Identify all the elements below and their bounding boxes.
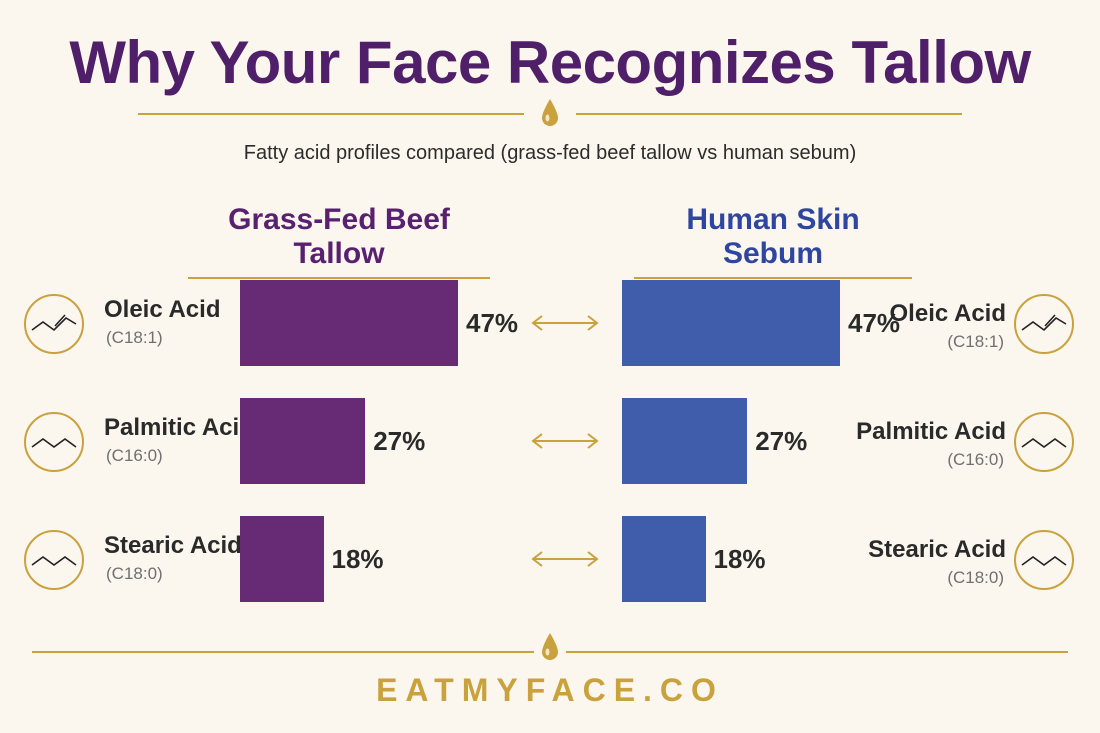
chart-subtitle: Fatty acid profiles compared (grass-fed … — [243, 142, 857, 164]
tallow-double-bond-chain-icon — [24, 294, 84, 354]
sebum-acid-name: Palmitic Acid — [856, 418, 1006, 445]
sebum-zigzag-chain-icon — [1014, 412, 1074, 472]
sebum-bar — [622, 280, 840, 366]
title-divider-right — [576, 113, 962, 115]
sebum-zigzag-chain-icon — [1014, 530, 1074, 590]
double-arrow-icon — [528, 430, 602, 452]
tallow-column-heading: Grass-Fed Beef Tallow — [188, 203, 490, 279]
sebum-double-bond-chain-icon — [1014, 294, 1074, 354]
sebum-bar — [622, 516, 706, 602]
sebum-acid-formula: (C18:1) — [947, 332, 1004, 351]
title-divider-left — [138, 113, 524, 115]
sebum-value-label: 47% — [848, 308, 901, 338]
brand-footer: EATMYFACE.CO — [376, 672, 724, 708]
double-arrow-icon — [528, 548, 602, 570]
footer-divider-left — [32, 651, 534, 653]
tallow-zigzag-chain-icon — [24, 530, 84, 590]
tallow-acid-formula: (C18:1) — [106, 328, 163, 347]
footer-divider-right — [566, 651, 1068, 653]
tallow-acid-name: Oleic Acid — [104, 296, 221, 323]
tallow-acid-formula: (C16:0) — [106, 446, 163, 465]
sebum-bar — [622, 398, 748, 484]
tallow-value-label: 47% — [466, 308, 519, 338]
tallow-value-label: 27% — [373, 426, 426, 456]
sebum-acid-formula: (C16:0) — [947, 450, 1004, 469]
tallow-value-label: 18% — [331, 544, 384, 574]
sebum-acid-name: Oleic Acid — [889, 300, 1006, 327]
tallow-zigzag-chain-icon — [24, 412, 84, 472]
tallow-acid-name: Stearic Acid — [104, 532, 242, 559]
tallow-bar — [240, 398, 366, 484]
tallow-bar — [240, 516, 324, 602]
droplet-icon — [542, 633, 558, 660]
sebum-value-label: 27% — [755, 426, 808, 456]
sebum-acid-name: Stearic Acid — [868, 536, 1006, 563]
tallow-acid-name: Palmitic Acid — [104, 414, 254, 441]
page-title: Why Your Face Recognizes Tallow — [69, 29, 1031, 96]
sebum-acid-formula: (C18:0) — [947, 568, 1004, 587]
sebum-value-label: 18% — [713, 544, 766, 574]
droplet-icon — [542, 99, 558, 126]
sebum-column-heading: Human Skin Sebum — [634, 203, 912, 279]
double-arrow-icon — [528, 312, 602, 334]
tallow-acid-formula: (C18:0) — [106, 564, 163, 583]
tallow-bar — [240, 280, 458, 366]
